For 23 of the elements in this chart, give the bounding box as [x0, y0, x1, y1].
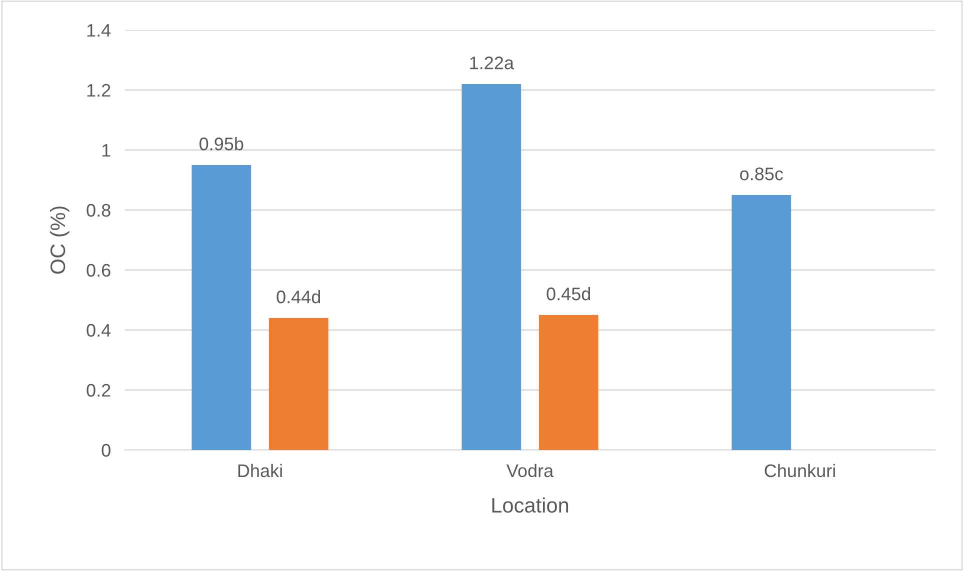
- bar: [462, 84, 522, 450]
- data-label: 1.22a: [470, 56, 514, 70]
- bar: [268, 318, 328, 450]
- y-tick-label: 1.4: [87, 24, 111, 37]
- y-tick-label: 0.4: [86, 324, 111, 337]
- bar: [192, 165, 252, 450]
- data-label: 0.95b: [200, 137, 244, 150]
- data-label: 0.45d: [546, 287, 590, 300]
- y-tick-label: 0.6: [86, 264, 110, 277]
- y-tick-label: 1.2: [87, 84, 110, 97]
- bar: [732, 195, 792, 450]
- x-tick-label: Chunkuri: [764, 464, 835, 478]
- y-tick-label: 1: [102, 144, 110, 157]
- x-tick-label: Vodra: [506, 464, 554, 478]
- y-tick-label: 0.2: [86, 384, 110, 397]
- y-tick-label: 0: [102, 444, 110, 457]
- data-label: o.85c: [740, 168, 783, 180]
- bar: [538, 315, 598, 450]
- y-tick-label: 0.8: [86, 204, 110, 217]
- x-axis-title: Location: [492, 497, 568, 513]
- x-tick-label: Dhaki: [238, 464, 282, 478]
- y-axis-title: OC (%): [50, 206, 70, 274]
- data-label: 0.44d: [276, 290, 320, 304]
